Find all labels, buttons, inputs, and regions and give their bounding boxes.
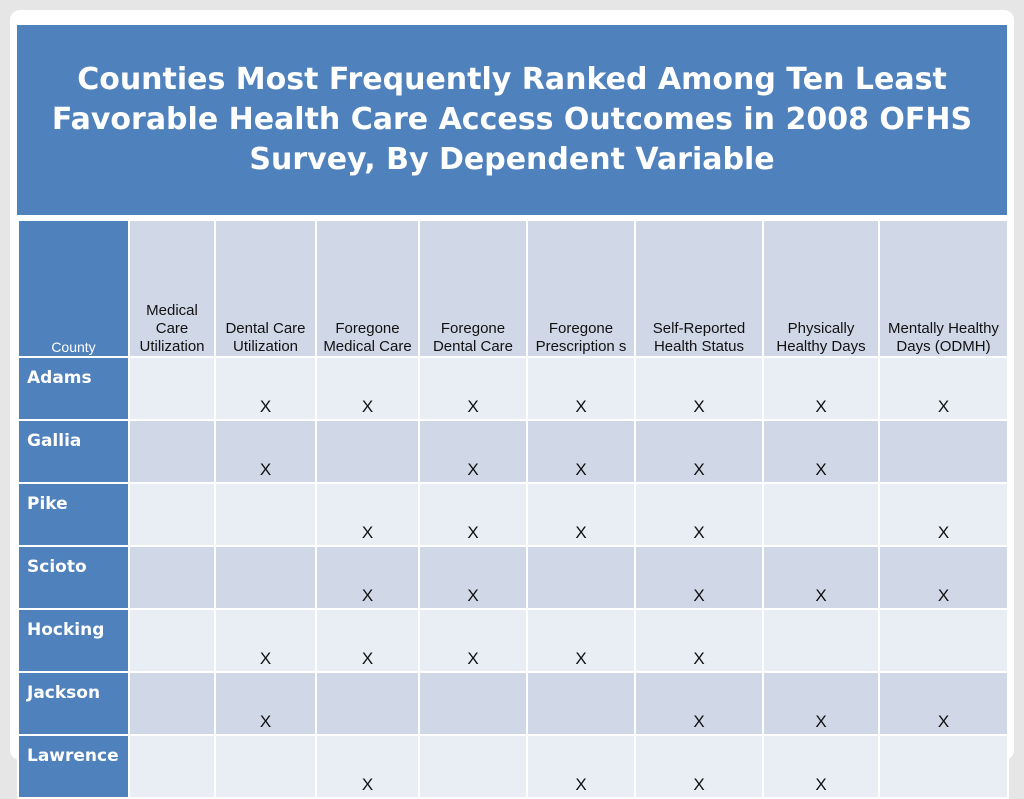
column-header: Foregone Medical Care [315,219,420,358]
table-cell [526,671,636,736]
table-cell [878,608,1009,673]
table-cell: X [878,356,1009,421]
table-cell: X [634,356,764,421]
table-cell [128,734,216,799]
column-header: Medical Care Utilization [128,219,216,358]
table-cell: X [762,734,880,799]
column-header: Physically Healthy Days [762,219,880,358]
table-cell: X [878,545,1009,610]
column-header: Self-Reported Health Status [634,219,764,358]
table-cell: X [418,545,528,610]
table-row: Hocking X X X X X [17,608,1009,673]
table-row: Gallia X X X X X [17,419,1009,484]
table-cell: X [315,608,420,673]
table-cell [128,671,216,736]
table-cell [315,671,420,736]
table-cell: X [634,671,764,736]
table-cell [526,545,636,610]
county-name: Jackson [17,671,130,736]
county-name: Adams [17,356,130,421]
table-cell: X [634,545,764,610]
table-cell: X [214,419,317,484]
table-cell: X [526,608,636,673]
table-cell: X [634,419,764,484]
table-cell: X [315,482,420,547]
county-outcomes-table: County Medical Care Utilization Dental C… [17,219,1009,799]
table-cell [418,734,528,799]
county-column-header: County [17,219,130,358]
table-cell: X [762,545,880,610]
table-row: Jackson X X X X [17,671,1009,736]
table-cell [878,419,1009,484]
table-cell: X [214,356,317,421]
table-cell: X [878,671,1009,736]
table-cell: X [762,356,880,421]
table-row: Scioto X X X X X [17,545,1009,610]
table-cell [214,482,317,547]
table-cell [418,671,528,736]
table-cell: X [214,608,317,673]
county-name: Gallia [17,419,130,484]
table-cell [128,608,216,673]
table-cell: X [315,356,420,421]
county-name: Hocking [17,608,130,673]
table-cell [315,419,420,484]
table-row: Pike X X X X X [17,482,1009,547]
table-cell: X [634,608,764,673]
column-header: Mentally Healthy Days (ODMH) [878,219,1009,358]
table-cell: X [315,734,420,799]
column-header: Dental Care Utilization [214,219,317,358]
table-cell: X [418,608,528,673]
table-cell: X [526,419,636,484]
column-header: Foregone Dental Care [418,219,528,358]
slide-title: Counties Most Frequently Ranked Among Te… [51,62,973,177]
title-banner: Counties Most Frequently Ranked Among Te… [17,25,1007,215]
table-cell [128,419,216,484]
table-cell [762,608,880,673]
county-name: Pike [17,482,130,547]
table-cell: X [214,671,317,736]
table-cell: X [418,419,528,484]
table-cell: X [634,734,764,799]
table-cell: X [526,734,636,799]
county-name: Lawrence [17,734,130,799]
table-cell: X [634,482,764,547]
table-cell: X [526,482,636,547]
table-cell [128,356,216,421]
table-row: Lawrence X X X X [17,734,1009,799]
table-cell [128,545,216,610]
column-header: Foregone Prescription s [526,219,636,358]
table-cell [128,482,216,547]
table-cell [762,482,880,547]
table-cell [214,545,317,610]
table-cell: X [315,545,420,610]
table-cell [878,734,1009,799]
table-row: Adams X X X X X X X [17,356,1009,421]
table-cell [214,734,317,799]
table-cell: X [526,356,636,421]
county-name: Scioto [17,545,130,610]
table-cell: X [762,419,880,484]
table-cell: X [418,482,528,547]
table-cell: X [878,482,1009,547]
table-cell: X [762,671,880,736]
table-cell: X [418,356,528,421]
table-header-row: County Medical Care Utilization Dental C… [17,219,1009,358]
